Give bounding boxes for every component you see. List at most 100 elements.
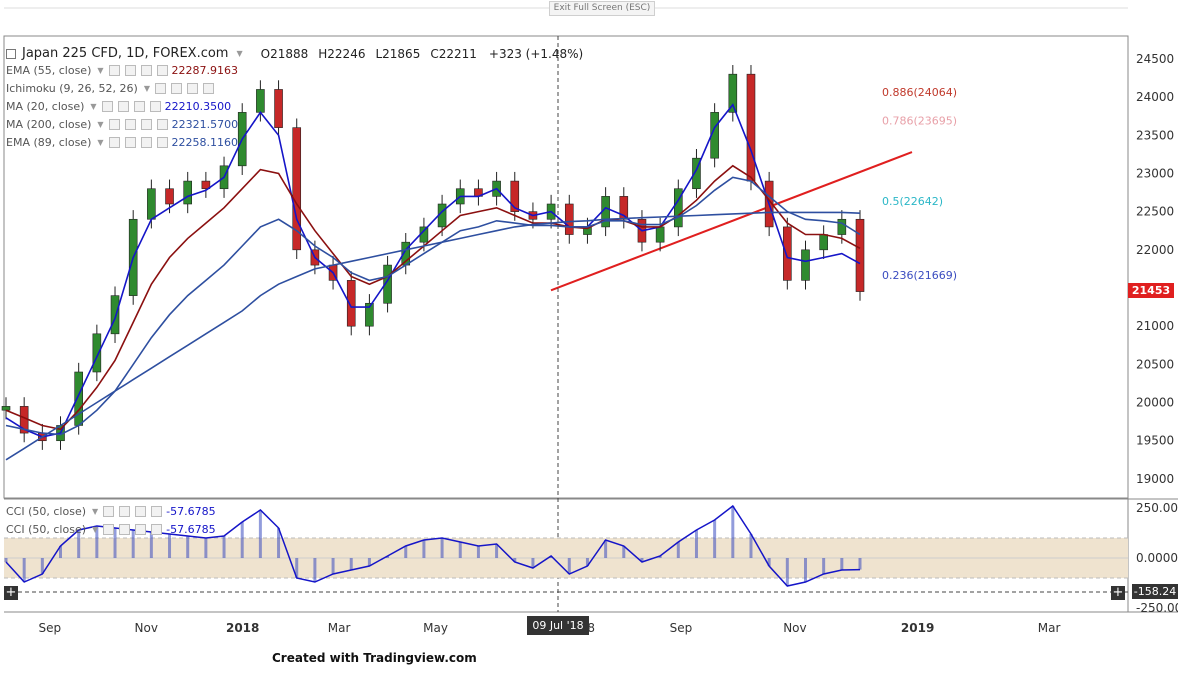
exit-fullscreen-button[interactable]: Exit Full Screen (ESC) xyxy=(549,1,655,16)
candle-body xyxy=(728,73,738,113)
y-tick-label: 22500 xyxy=(1136,205,1174,219)
indicator-caret-icon[interactable]: ▼ xyxy=(97,66,104,75)
indicator-row[interactable]: MA (20, close) ▼ 22210.3500 xyxy=(6,100,231,113)
eye-icon[interactable] xyxy=(154,83,166,94)
cci-value: -57.6785 xyxy=(166,505,216,518)
candle-body xyxy=(365,302,374,327)
eye-icon[interactable] xyxy=(101,101,113,112)
close-icon[interactable] xyxy=(156,65,168,76)
more-icon[interactable] xyxy=(140,137,152,148)
ma-line xyxy=(5,103,861,438)
ohlc-change: +323 (+1.48%) xyxy=(488,46,584,61)
indicator-name: EMA (89, close) xyxy=(6,136,92,149)
x-tick-label: Sep xyxy=(39,621,62,635)
indicator-row[interactable]: EMA (55, close) ▼ 22287.9163 xyxy=(6,64,238,77)
x-tick-label: Nov xyxy=(783,621,806,635)
last-price-tag: 21453 xyxy=(1128,283,1174,298)
indicator-value: 22287.9163 xyxy=(171,64,239,77)
cci-name: CCI (50, close) xyxy=(6,505,87,518)
cci-caret-icon[interactable]: ▼ xyxy=(92,525,99,534)
indicator-row[interactable]: EMA (89, close) ▼ 22258.1160 xyxy=(6,136,238,149)
settings-icon[interactable] xyxy=(170,83,182,94)
indicator-caret-icon[interactable]: ▼ xyxy=(97,138,104,147)
settings-icon[interactable] xyxy=(124,137,136,148)
cci-tick-label: -250.000 xyxy=(1136,601,1178,615)
ma-line xyxy=(5,176,861,436)
more-icon[interactable] xyxy=(133,101,145,112)
candle-body xyxy=(201,180,211,190)
more-icon[interactable] xyxy=(140,119,152,130)
candle-body xyxy=(74,371,83,426)
candle-body xyxy=(147,188,156,220)
settings-icon[interactable] xyxy=(124,65,136,76)
cci-value-tag: -158.24 xyxy=(1132,584,1178,599)
close-icon[interactable] xyxy=(151,506,163,517)
candle-body xyxy=(692,157,701,190)
close-icon[interactable] xyxy=(156,119,168,130)
eye-icon[interactable] xyxy=(103,524,115,535)
indicator-name: Ichimoku (9, 26, 52, 26) xyxy=(6,82,138,95)
candle-body xyxy=(256,89,265,113)
cci-caret-icon[interactable]: ▼ xyxy=(92,507,99,516)
candle-body xyxy=(819,234,828,251)
y-tick-label: 22000 xyxy=(1136,243,1174,257)
cci-row[interactable]: CCI (50, close) ▼ -57.6785 xyxy=(6,523,216,536)
candle-body xyxy=(274,89,283,128)
eye-icon[interactable] xyxy=(108,65,120,76)
close-icon[interactable] xyxy=(149,101,161,112)
indicator-value: 22210.3500 xyxy=(164,100,232,113)
eye-icon[interactable] xyxy=(103,506,115,517)
eye-icon[interactable] xyxy=(108,137,120,148)
indicator-value: 22321.5700 xyxy=(171,118,239,131)
settings-icon[interactable] xyxy=(117,101,129,112)
candle-body xyxy=(783,226,792,281)
cci-row[interactable]: CCI (50, close) ▼ -57.6785 xyxy=(6,505,216,518)
candle-body xyxy=(673,188,683,228)
ohlc-low: L21865 xyxy=(375,46,421,61)
indicator-caret-icon[interactable]: ▼ xyxy=(97,120,104,129)
indicator-name: MA (20, close) xyxy=(6,100,85,113)
candle-body xyxy=(655,226,665,243)
more-icon[interactable] xyxy=(186,83,198,94)
y-tick-label: 21000 xyxy=(1136,319,1174,333)
indicator-row[interactable]: MA (200, close) ▼ 22321.5700 xyxy=(6,118,238,131)
more-icon[interactable] xyxy=(140,65,152,76)
trend-line xyxy=(550,151,913,292)
symbol-caret-icon[interactable]: ▼ xyxy=(236,49,243,58)
ohlc-open: O21888 xyxy=(260,46,309,61)
close-icon[interactable] xyxy=(156,137,168,148)
x-tick-label: May xyxy=(423,621,448,635)
symbol-title[interactable]: Japan 225 CFD, 1D, FOREX.com xyxy=(22,46,229,61)
y-tick-label: 24500 xyxy=(1136,52,1174,66)
more-icon[interactable] xyxy=(135,506,147,517)
eye-icon[interactable] xyxy=(108,119,120,130)
candle-body xyxy=(746,73,756,182)
indicator-caret-icon[interactable]: ▼ xyxy=(143,84,150,93)
indicator-row[interactable]: Ichimoku (9, 26, 52, 26) ▼ xyxy=(6,82,218,95)
x-tick-label: Mar xyxy=(328,621,351,635)
close-icon[interactable] xyxy=(151,524,163,535)
candle-body xyxy=(292,127,302,251)
candle-body xyxy=(801,249,810,281)
cci-value: -57.6785 xyxy=(166,523,216,536)
ohlc-high: H22246 xyxy=(318,46,366,61)
candle-body xyxy=(837,218,847,235)
x-tick-label: 2019 xyxy=(901,621,934,635)
indicator-caret-icon[interactable]: ▼ xyxy=(90,102,97,111)
close-icon[interactable] xyxy=(202,83,214,94)
candle-body xyxy=(1,406,11,411)
x-tick-label: Sep xyxy=(670,621,693,635)
fib-level-label: 0.5(22642) xyxy=(882,195,943,208)
footer-note: Created with Tradingview.com xyxy=(272,651,477,665)
candle-body xyxy=(165,188,174,205)
x-tick-label: Mar xyxy=(1038,621,1061,635)
more-icon[interactable] xyxy=(135,524,147,535)
settings-icon[interactable] xyxy=(124,119,136,130)
add-alert-right-button[interactable]: + xyxy=(1111,585,1125,600)
settings-icon[interactable] xyxy=(119,524,131,535)
settings-icon[interactable] xyxy=(119,506,131,517)
candle-body xyxy=(855,218,865,292)
candle-body xyxy=(110,295,120,335)
add-alert-button[interactable]: + xyxy=(4,585,18,600)
